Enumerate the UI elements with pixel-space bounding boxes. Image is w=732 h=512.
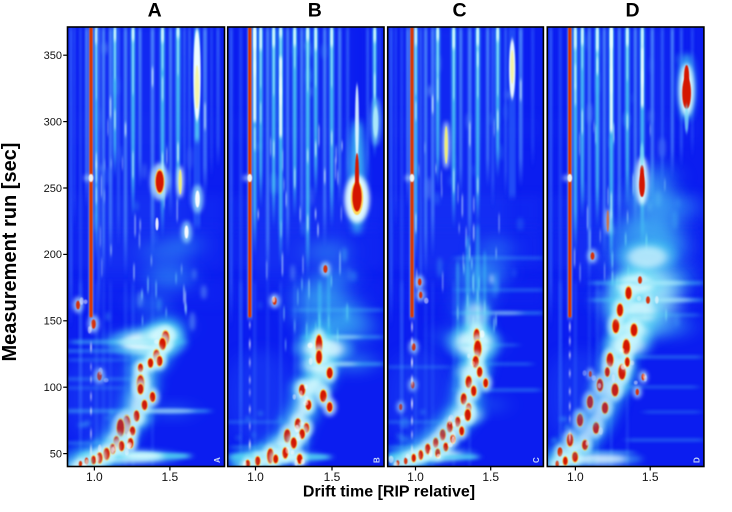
svg-text:1.5: 1.5 [324,470,341,484]
svg-text:1.0: 1.0 [247,470,264,484]
svg-text:200: 200 [44,249,62,261]
svg-text:1.5: 1.5 [482,470,499,484]
svg-text:B: B [373,457,382,463]
svg-text:C: C [532,457,541,463]
svg-text:C: C [452,0,466,22]
svg-text:250: 250 [44,183,62,195]
svg-text:150: 150 [44,316,62,328]
svg-text:Drift time [RIP relative]: Drift time [RIP relative] [303,484,475,501]
svg-text:300: 300 [44,116,62,128]
svg-text:D: D [692,457,701,463]
svg-text:1.0: 1.0 [407,470,424,484]
svg-text:50: 50 [50,448,62,460]
svg-text:1.0: 1.0 [86,470,103,484]
svg-text:1.5: 1.5 [162,470,179,484]
svg-text:100: 100 [44,382,62,394]
svg-text:B: B [308,0,322,22]
svg-text:Measurement run [sec]: Measurement run [sec] [0,143,21,362]
svg-text:1.0: 1.0 [567,470,584,484]
svg-text:1.5: 1.5 [642,470,659,484]
svg-text:D: D [625,0,639,22]
svg-text:A: A [148,0,162,22]
svg-text:350: 350 [44,50,62,62]
svg-text:A: A [213,457,222,463]
